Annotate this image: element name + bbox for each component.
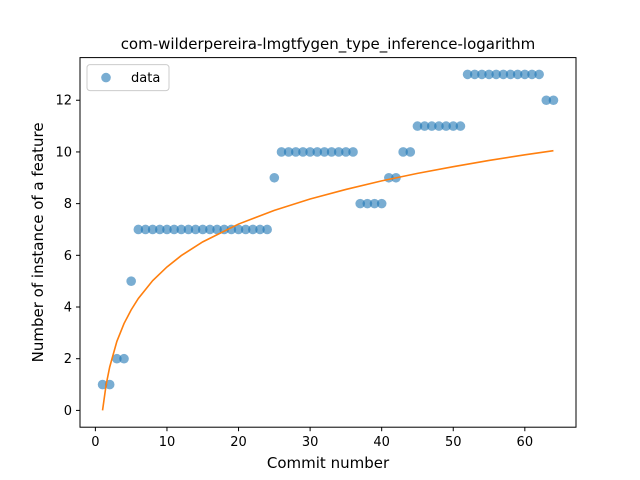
y-tick-label: 8 — [64, 197, 72, 212]
data-point — [205, 224, 215, 235]
x-tick-label: 0 — [91, 435, 99, 450]
data-point — [147, 224, 158, 235]
data-point — [484, 69, 494, 80]
data-point — [527, 69, 537, 80]
data-point — [155, 224, 165, 235]
data-point — [505, 69, 516, 80]
data-point — [462, 69, 473, 80]
data-point — [119, 353, 129, 364]
data-point — [326, 147, 337, 157]
data-point — [491, 69, 501, 80]
data-point — [283, 147, 294, 157]
data-point — [240, 224, 251, 235]
x-axis: 0 10 20 30 40 50 60 — [91, 427, 533, 450]
y-tick-label: 10 — [55, 145, 72, 160]
x-tick-label: 20 — [230, 435, 247, 450]
data-point — [255, 224, 265, 235]
data-point — [298, 147, 308, 157]
data-point — [348, 147, 358, 157]
y-tick-label: 12 — [55, 94, 72, 109]
data-point — [512, 69, 523, 80]
data-point — [197, 224, 208, 235]
data-point — [534, 69, 544, 80]
x-tick-label: 60 — [517, 435, 534, 450]
data-point — [520, 69, 530, 80]
y-tick-label: 6 — [64, 249, 72, 264]
data-point — [140, 224, 151, 235]
data-point — [362, 198, 373, 209]
y-axis-label: Number of instance of a feature — [29, 122, 47, 362]
data-point — [333, 147, 344, 157]
data-point — [448, 121, 459, 131]
data-point — [541, 95, 552, 106]
plot-area — [97, 69, 559, 411]
data-point — [376, 198, 387, 209]
data-point — [276, 147, 287, 157]
data-point — [341, 147, 351, 157]
x-axis-label: Commit number — [267, 454, 390, 472]
x-tick-label: 30 — [302, 435, 319, 450]
data-point — [126, 276, 136, 286]
x-tick-label: 10 — [159, 435, 176, 450]
data-point — [169, 224, 179, 235]
data-point — [548, 95, 559, 106]
data-point — [441, 121, 451, 131]
data-point — [419, 121, 430, 131]
x-tick-label: 50 — [445, 435, 462, 450]
data-point — [212, 224, 222, 235]
data-point — [498, 69, 509, 80]
data-point — [312, 147, 323, 157]
data-point — [355, 198, 366, 209]
chart-title: com-wilderpereira-lmgtfygen_type_inferen… — [121, 35, 536, 54]
y-tick-label: 0 — [64, 404, 72, 419]
data-point — [162, 224, 172, 235]
legend-label: data — [131, 71, 160, 86]
data-point — [412, 121, 423, 131]
data-point — [398, 147, 408, 157]
data-point — [183, 224, 194, 235]
data-point — [133, 224, 144, 235]
data-point — [262, 224, 272, 235]
data-point — [369, 198, 380, 209]
data-point — [477, 69, 487, 80]
data-point — [176, 224, 187, 235]
data-point — [319, 147, 330, 157]
data-point — [405, 147, 416, 157]
data-point — [305, 147, 315, 157]
data-point — [112, 353, 122, 364]
data-point — [97, 379, 108, 390]
data-point — [434, 121, 444, 131]
axes-frame — [79, 57, 577, 428]
data-point — [190, 224, 201, 235]
fit-line — [101, 149, 554, 411]
data-point — [426, 121, 437, 131]
legend-frame — [86, 64, 170, 92]
legend-marker — [101, 72, 111, 83]
data-point — [233, 224, 244, 235]
data-point — [455, 121, 466, 131]
data-point — [290, 147, 301, 157]
x-tick-label: 40 — [373, 435, 390, 450]
y-tick-label: 4 — [64, 301, 72, 316]
data-point — [248, 224, 258, 235]
y-tick-label: 2 — [64, 352, 72, 367]
data-point — [269, 172, 280, 183]
data-point — [469, 69, 480, 80]
legend: data — [86, 64, 170, 92]
y-axis: 0 2 4 6 8 10 12 — [55, 94, 80, 419]
